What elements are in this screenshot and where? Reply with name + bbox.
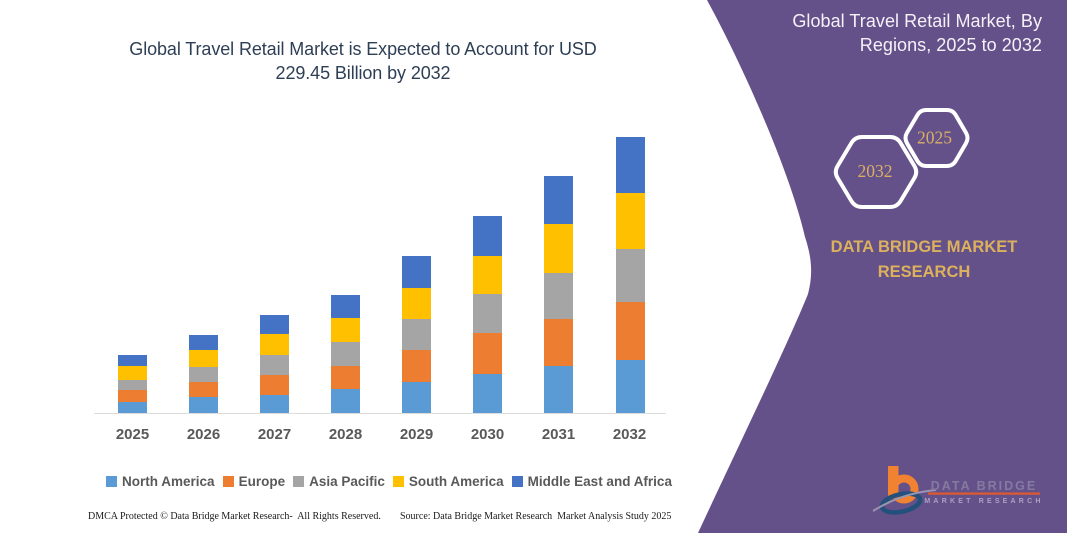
svg-text:DATA BRIDGE MARKET: DATA BRIDGE MARKET [831, 238, 1018, 256]
svg-text:2025: 2025 [917, 128, 952, 148]
svg-text:2032: 2032 [858, 161, 893, 181]
svg-text:MARKET RESEARCH: MARKET RESEARCH [924, 498, 1043, 505]
svg-text:RESEARCH: RESEARCH [878, 263, 971, 281]
svg-text:DATA BRIDGE: DATA BRIDGE [931, 479, 1038, 493]
